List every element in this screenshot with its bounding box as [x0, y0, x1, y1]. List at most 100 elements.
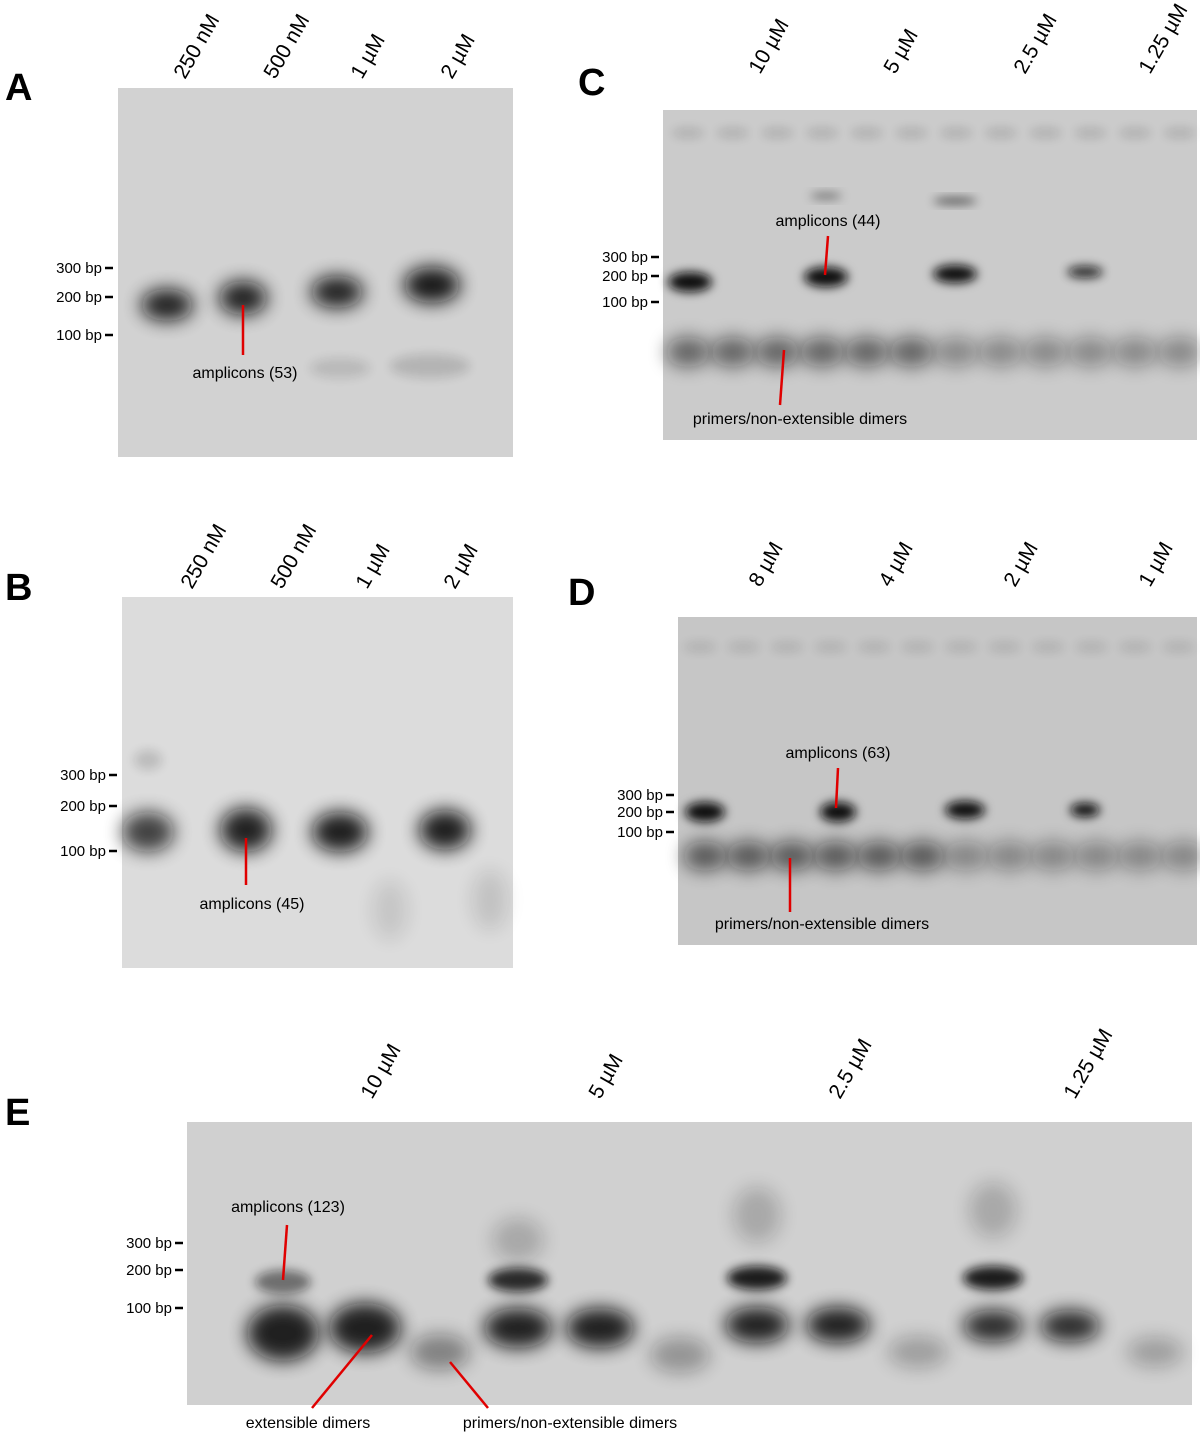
gel-band — [988, 642, 1021, 652]
gel-band — [683, 841, 727, 871]
annotation: amplicons (123) — [231, 1199, 345, 1216]
marker-label: 300 bp — [602, 249, 648, 266]
gel-band — [650, 1337, 710, 1373]
gel-band — [1157, 337, 1200, 367]
gel-band — [404, 267, 460, 303]
gel-band — [1162, 642, 1195, 652]
marker-label: 200 bp — [126, 1262, 172, 1279]
gel-band — [844, 337, 889, 367]
lane-label: 1.25 µM — [1059, 1025, 1117, 1103]
gel-band — [684, 642, 716, 652]
gel-band — [940, 128, 973, 138]
panel-label: E — [5, 1092, 30, 1134]
gel-band — [672, 128, 704, 138]
lane-label: 250 nM — [176, 520, 231, 592]
gel-image — [118, 88, 513, 457]
gel-band — [727, 1266, 787, 1290]
gel-band — [978, 337, 1023, 367]
gel-band — [1127, 1337, 1183, 1367]
gel-band — [1161, 841, 1200, 871]
marker-label: 300 bp — [60, 767, 106, 784]
gel-band — [820, 802, 856, 822]
lane-label: 10 µM — [744, 15, 793, 77]
gel-band — [1070, 803, 1100, 817]
marker-label: 200 bp — [617, 804, 663, 821]
gel-band — [310, 358, 370, 378]
gel-band — [727, 642, 760, 652]
gel-band — [390, 354, 470, 378]
gel-band — [755, 337, 800, 367]
gel-band — [1040, 1310, 1100, 1342]
gel-band — [1163, 128, 1196, 138]
marker-label: 100 bp — [60, 843, 106, 860]
gel-band — [372, 880, 408, 940]
gel-band — [726, 841, 771, 871]
annotation: amplicons (53) — [193, 365, 298, 382]
gel-band — [666, 337, 710, 367]
gel-band — [566, 1308, 634, 1348]
gel-band — [725, 1307, 789, 1343]
gel-band — [900, 841, 945, 871]
gel-band — [1031, 841, 1075, 871]
annotation-line — [834, 767, 840, 809]
panel-label: C — [578, 62, 605, 104]
gel-band — [668, 272, 712, 292]
gel-band — [857, 841, 901, 871]
lane-label: 5 µM — [584, 1050, 627, 1102]
gel-band — [122, 812, 174, 852]
panel-label: B — [5, 567, 32, 609]
gel-band — [969, 1182, 1017, 1238]
gel-band — [134, 750, 162, 770]
gel-band — [255, 1270, 311, 1294]
marker-label: 300 bp — [126, 1235, 172, 1252]
gel-band — [933, 265, 977, 283]
gel-band — [895, 128, 928, 138]
annotation: primers/non-extensible dimers — [463, 1415, 677, 1432]
lane-label: 250 nM — [169, 10, 224, 82]
gel-band — [761, 128, 794, 138]
gel-band — [1119, 128, 1151, 138]
lane-label: 2 µM — [439, 540, 482, 592]
gel-band — [312, 812, 368, 852]
gel-image — [678, 617, 1197, 945]
annotation: amplicons (44) — [776, 213, 881, 230]
lane-label: 500 nM — [259, 10, 314, 82]
gel-band — [804, 267, 848, 287]
marker-label: 300 bp — [617, 787, 663, 804]
gel-band — [814, 642, 847, 652]
annotation-line — [823, 235, 830, 276]
gel-band — [410, 1334, 470, 1370]
gel-band — [219, 281, 267, 315]
gel-band — [1074, 128, 1107, 138]
gel-band — [934, 337, 979, 367]
gel-band — [800, 337, 845, 367]
gel-band — [1067, 266, 1103, 278]
lane-label: 500 nM — [266, 520, 321, 592]
annotation-line — [449, 1361, 489, 1409]
lane-label: 2 µM — [999, 538, 1042, 590]
gel-band — [944, 841, 988, 871]
marker-label: 300 bp — [56, 260, 102, 277]
annotation-line — [311, 1334, 373, 1409]
gel-band — [733, 1187, 781, 1243]
gel-band — [1068, 337, 1113, 367]
gel-band — [419, 810, 471, 850]
marker-label: 100 bp — [126, 1300, 172, 1317]
gel-band — [858, 642, 890, 652]
gel-band — [1074, 841, 1119, 871]
gel-band — [810, 193, 842, 199]
gel-band — [1075, 642, 1108, 652]
panel-label: A — [5, 67, 32, 109]
gel-band — [484, 1308, 552, 1348]
lane-label: 1 µM — [351, 540, 394, 592]
marker-label: 100 bp — [56, 327, 102, 344]
gel-image — [122, 597, 513, 968]
gel-panel: A 250 nM 500 nM 1 µM 2 µM 300 bp 200 bp 100 bp a… — [5, 10, 513, 457]
lane-label: 1 µM — [346, 30, 389, 82]
lane-label: 10 µM — [356, 1040, 405, 1102]
lane-label: 4 µM — [874, 538, 917, 590]
gel-band — [963, 1310, 1023, 1342]
lane-label: 1 µM — [1134, 538, 1177, 590]
